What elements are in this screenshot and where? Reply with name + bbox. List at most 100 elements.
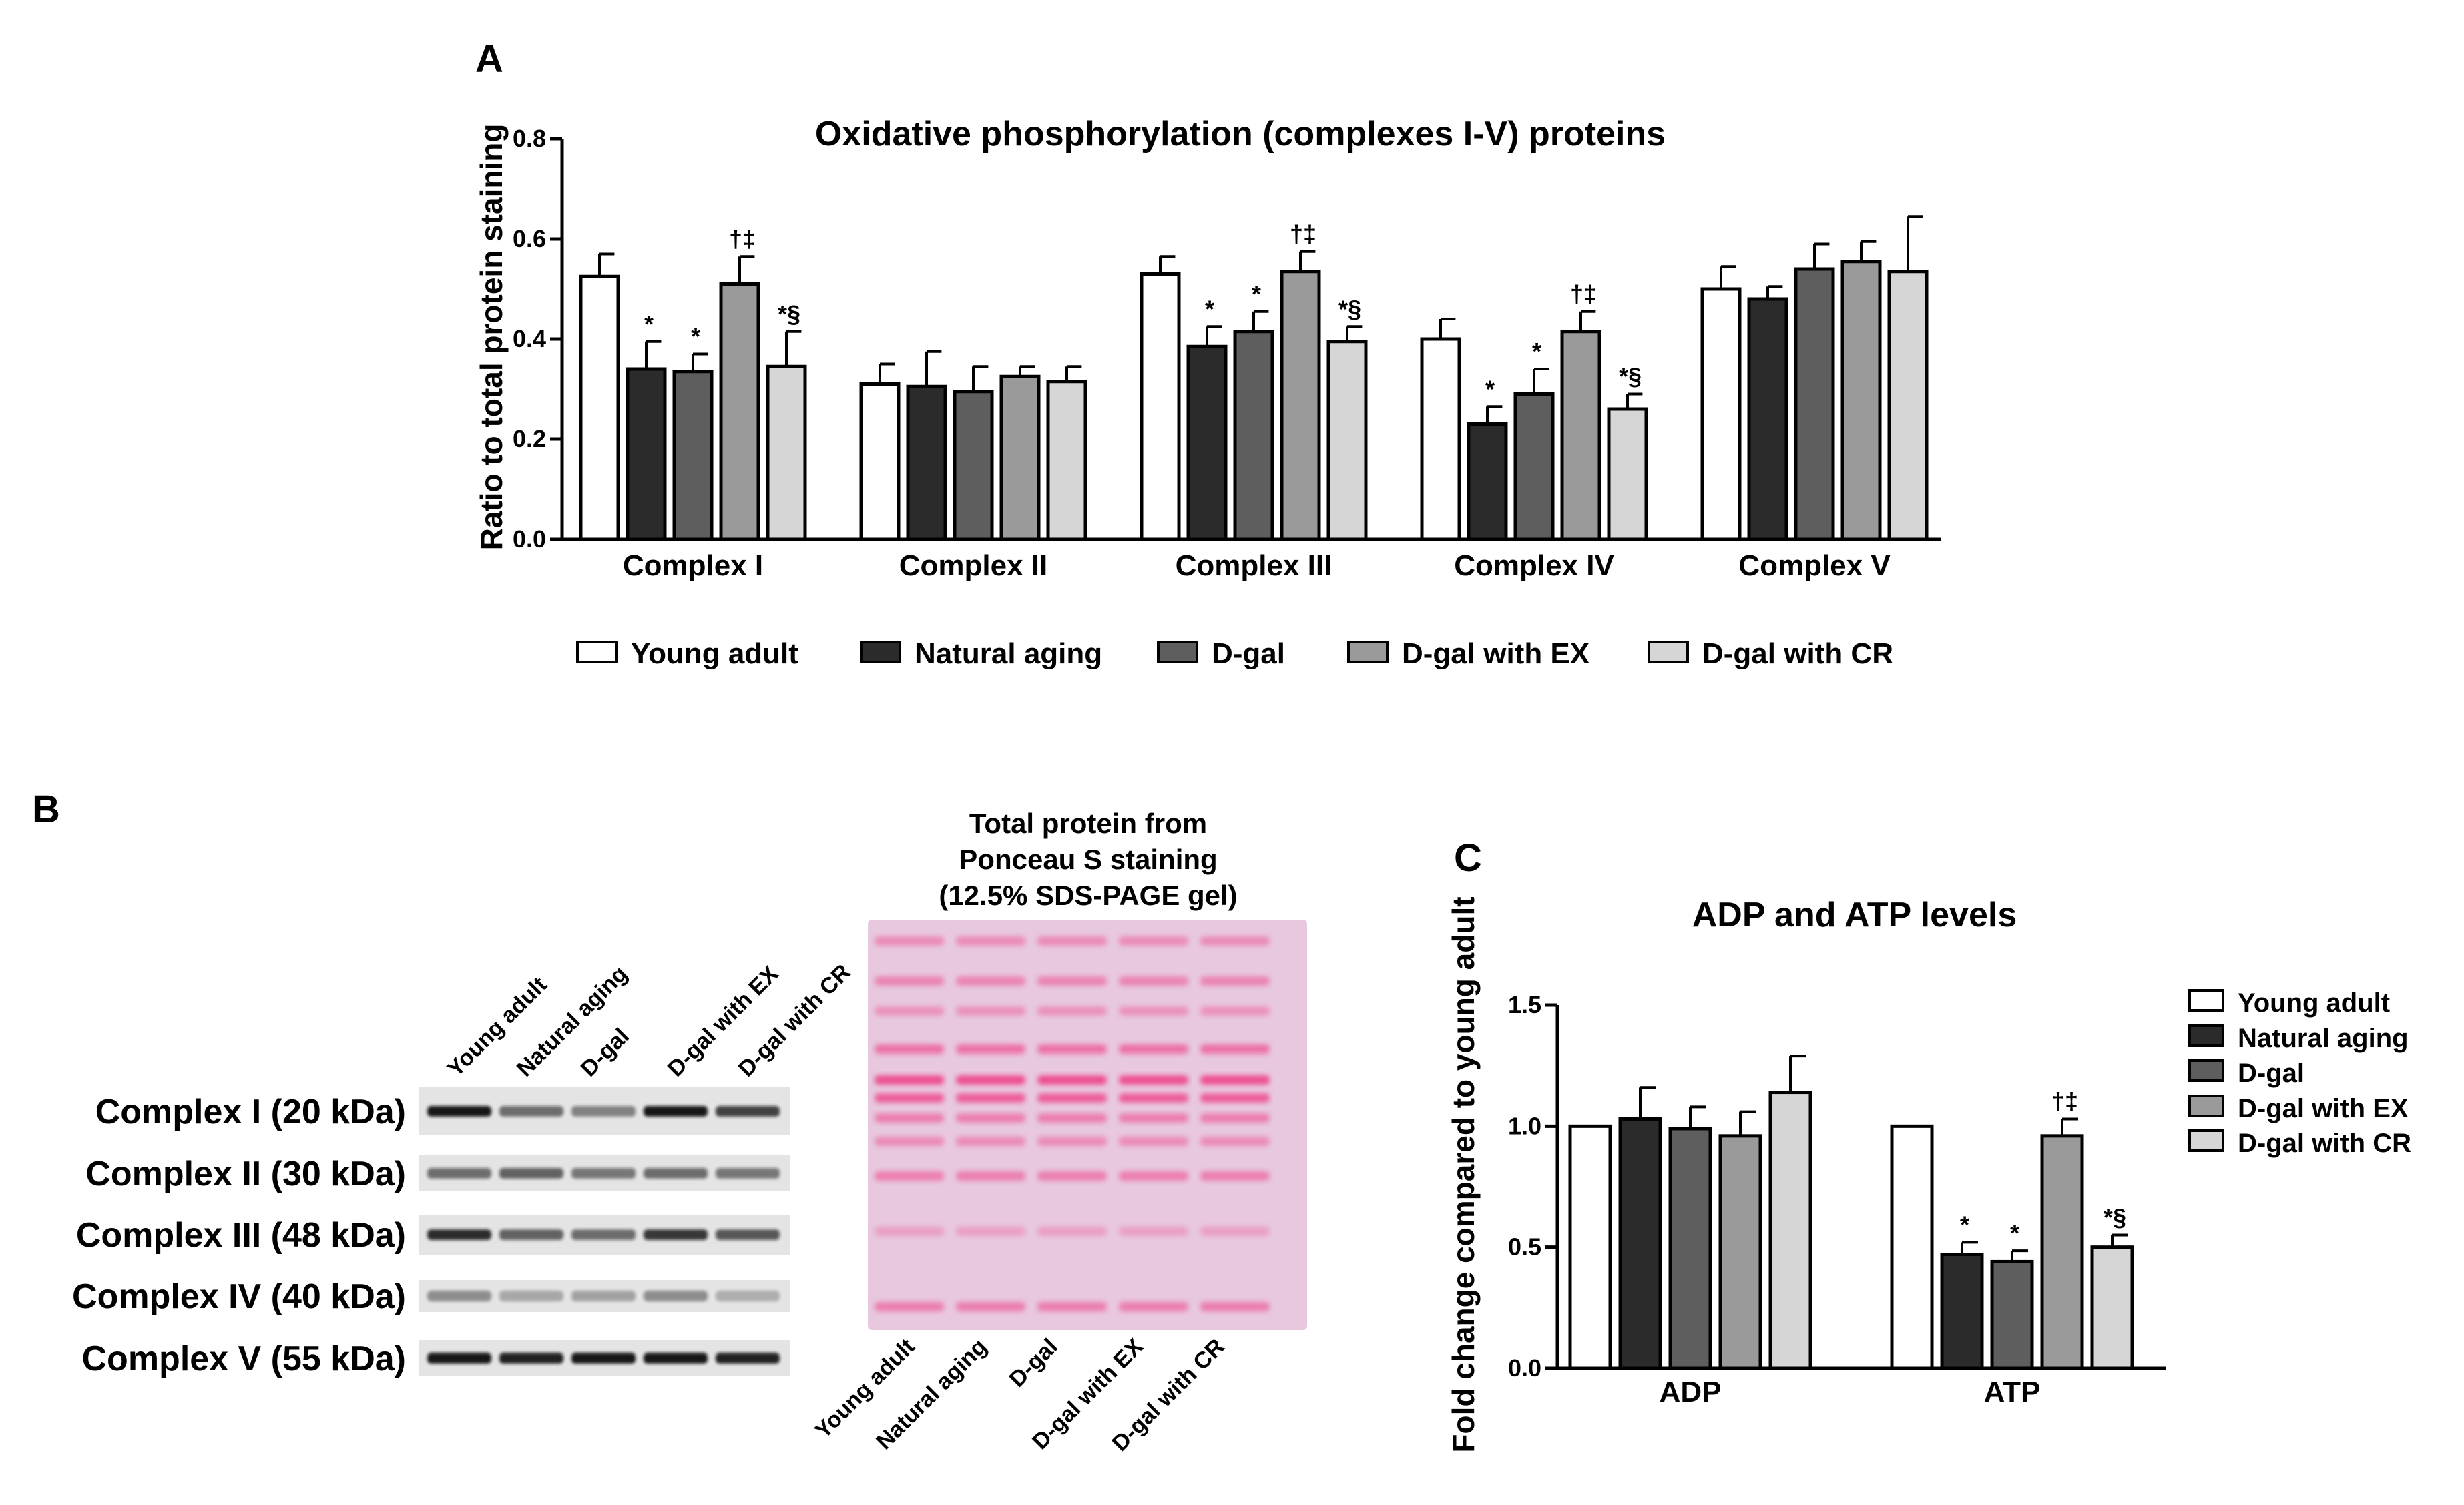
- ponceau-band: [875, 1093, 944, 1103]
- chartC-significance-label: *: [2010, 1219, 2019, 1247]
- ponceau-band: [1200, 1227, 1270, 1236]
- blot-band: [644, 1106, 708, 1117]
- chartA-bar: [766, 364, 807, 541]
- blot-band: [644, 1291, 708, 1301]
- chartA-bar: [579, 274, 620, 541]
- chartA-category-label: Complex IV: [1454, 549, 1614, 582]
- chartA-category-label: Complex V: [1738, 549, 1891, 582]
- chartA-bar: [1560, 330, 1601, 541]
- blot-band: [499, 1229, 563, 1240]
- chartA-bar: [953, 390, 994, 541]
- ponceau-band: [956, 1302, 1025, 1311]
- ponceau-band: [875, 1044, 944, 1054]
- ponceau-band: [1200, 936, 1270, 946]
- chartC-bar: [2090, 1245, 2134, 1370]
- chartA-significance-label: *§: [1338, 295, 1361, 322]
- chartA-legend-swatch: [1648, 641, 1689, 663]
- panel-label-c: C: [1454, 836, 1482, 880]
- blot-band: [499, 1168, 563, 1179]
- ponceau-band: [1200, 1113, 1270, 1123]
- ponceau-band: [1200, 976, 1270, 986]
- ponceau-band: [875, 1302, 944, 1311]
- chartC-legend-label: D-gal with CR: [2238, 1129, 2411, 1158]
- chartA-significance-label: *§: [778, 300, 800, 328]
- chartA-bar: [1233, 330, 1274, 541]
- ponceau-band: [875, 1113, 944, 1123]
- chartA-significance-label: *: [1485, 375, 1495, 402]
- chartC-bar: [1718, 1134, 1762, 1370]
- chartA-bar: [1700, 287, 1742, 541]
- chart-a-oxphos: Oxidative phosphorylation (complexes I-V…: [474, 115, 1941, 670]
- ponceau-band: [1037, 1075, 1107, 1085]
- ponceau-gel: Total protein from Ponceau S staining (1…: [810, 808, 1307, 1456]
- ponceau-band: [1119, 976, 1188, 986]
- ponceau-band: [1200, 1044, 1270, 1054]
- chartC-legend-label: Natural aging: [2238, 1024, 2409, 1053]
- chart-c-adp-atp: ADP and ATP levels Fold change compared …: [1446, 896, 2411, 1453]
- chartA-bar: [1326, 340, 1368, 541]
- blot-band: [716, 1106, 780, 1117]
- chartC-bar: [1940, 1253, 1984, 1370]
- ponceau-band: [1119, 1113, 1188, 1123]
- chartA-significance-label: †‡: [729, 225, 756, 252]
- chartA-bar: [1747, 297, 1788, 541]
- chartA-significance-label: *: [1532, 338, 1541, 365]
- chartC-category-label: ATP: [1984, 1376, 2041, 1408]
- ponceau-title-line-2: Ponceau S staining: [959, 844, 1217, 875]
- ponceau-band: [1037, 976, 1107, 986]
- chartA-legend-label: Natural aging: [915, 637, 1102, 670]
- chartA-significance-label: *: [644, 310, 654, 338]
- chartC-y-tick-label: 1.0: [1508, 1112, 1541, 1139]
- chartA-bar: [1887, 270, 1929, 541]
- chartA-y-tick-label: 0.4: [513, 325, 546, 352]
- blot-band: [644, 1353, 708, 1364]
- chartA-significance-label: †‡: [1570, 280, 1597, 308]
- ponceau-band: [1037, 1044, 1107, 1054]
- chartC-legend-label: Young adult: [2238, 988, 2390, 1018]
- blot-lane-label: D-gal: [576, 1024, 634, 1082]
- chartC-y-tick-label: 1.5: [1508, 991, 1541, 1018]
- chartA-bar: [906, 384, 947, 541]
- chart-c-y-axis-label: Fold change compared to young adult: [1446, 896, 1481, 1452]
- ponceau-band: [956, 1227, 1025, 1236]
- ponceau-band: [875, 1137, 944, 1146]
- chartA-category-label: Complex III: [1176, 549, 1332, 582]
- blot-band: [716, 1168, 780, 1179]
- chartC-bar: [1618, 1117, 1662, 1370]
- chartA-y-tick-label: 0.0: [513, 525, 546, 553]
- blot-band: [716, 1291, 780, 1301]
- ponceau-band: [1119, 1171, 1188, 1181]
- chartA-significance-label: *: [1205, 295, 1214, 322]
- chartA-category-label: Complex II: [899, 549, 1048, 582]
- blot-band: [571, 1229, 636, 1240]
- chartA-bar: [1467, 422, 1508, 541]
- ponceau-band: [956, 1006, 1025, 1016]
- blot-band: [427, 1168, 491, 1179]
- ponceau-band: [1200, 1075, 1270, 1085]
- blot-band: [644, 1229, 708, 1240]
- ponceau-band: [1119, 1137, 1188, 1146]
- chart-a-title: Oxidative phosphorylation (complexes I-V…: [815, 115, 1666, 154]
- ponceau-band: [1200, 1006, 1270, 1016]
- blot-row-label: Complex I (20 kDa): [95, 1093, 406, 1131]
- blot-band: [427, 1106, 491, 1117]
- chartA-bar: [1046, 380, 1087, 541]
- chartA-legend-swatch: [576, 641, 618, 663]
- chartA-bar: [1420, 337, 1461, 541]
- chartA-legend-swatch: [1157, 641, 1198, 663]
- blot-row-label: Complex IV (40 kDa): [72, 1277, 406, 1316]
- ponceau-band: [1200, 1171, 1270, 1181]
- panel-label-b: B: [32, 788, 60, 831]
- ponceau-band: [956, 1044, 1025, 1054]
- ponceau-band: [1037, 1227, 1107, 1236]
- ponceau-band: [1037, 1302, 1107, 1311]
- chart-c-title: ADP and ATP levels: [1692, 896, 2017, 934]
- ponceau-band: [1119, 1302, 1188, 1311]
- panel-label-a: A: [475, 37, 503, 81]
- chartC-bar: [1990, 1259, 2034, 1370]
- ponceau-band: [956, 976, 1025, 986]
- ponceau-band: [1037, 1171, 1107, 1181]
- chartC-bar: [1668, 1127, 1712, 1370]
- chartA-bar: [1186, 344, 1228, 541]
